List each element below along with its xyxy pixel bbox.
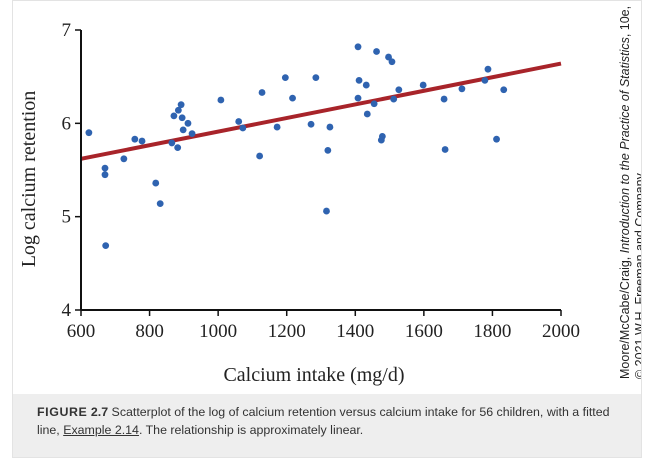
data-point: [493, 135, 500, 143]
data-point: [168, 139, 176, 147]
data-point: [281, 74, 289, 81]
scatterplot: 600 800 1000 1200 1400 1600 1800 2000 4 5 6 7 Calci…: [18, 2, 641, 386]
data-point: [170, 112, 178, 120]
y-axis-label: Log calcium retention: [18, 91, 40, 268]
x-tick-label: 1800: [473, 321, 511, 342]
example-link[interactable]: Example 2.14: [63, 423, 139, 437]
y-tick-label: 4: [62, 300, 72, 321]
data-point: [101, 171, 109, 179]
data-point: [102, 242, 110, 250]
data-point: [324, 147, 332, 154]
data-point: [373, 48, 380, 55]
data-point: [481, 77, 489, 84]
data-point: [217, 96, 225, 104]
data-point: [235, 118, 243, 125]
caption-text-end: . The relationship is approximately line…: [138, 423, 364, 437]
data-point: [390, 95, 398, 103]
x-tick-label: 1000: [199, 321, 237, 342]
data-point: [484, 65, 492, 73]
data-point: [178, 114, 186, 122]
data-point: [440, 95, 448, 103]
y-tick-label: 5: [62, 207, 72, 228]
figure-caption: FIGURE 2.7 Scatterplot of the log of cal…: [13, 394, 641, 457]
data-point: [363, 110, 371, 118]
data-point: [138, 137, 146, 145]
data-point: [354, 43, 362, 51]
data-point: [323, 207, 330, 215]
data-point: [307, 120, 315, 128]
copyright-credit: Moore/McCabe/Craig, Introduction to the …: [618, 2, 641, 379]
data-point: [258, 89, 266, 96]
caption-figure-label: FIGURE: [37, 405, 88, 419]
data-point: [289, 94, 296, 102]
data-point: [419, 81, 427, 89]
data-point: [388, 58, 396, 66]
data-point: [378, 133, 386, 140]
data-point: [174, 106, 182, 114]
data-point: [188, 130, 196, 138]
data-point: [239, 124, 247, 132]
x-tick-label: 1200: [268, 321, 306, 342]
x-tick-label: 2000: [542, 321, 580, 342]
x-axis-label: Calcium intake (mg/d): [223, 364, 404, 386]
plot-area: 600 800 1000 1200 1400 1600 1800 2000 4 5 6 7 Calci…: [13, 1, 641, 394]
data-point: [385, 53, 392, 61]
data-point: [355, 77, 363, 84]
data-point: [458, 85, 466, 93]
x-tick-label: 600: [67, 321, 96, 342]
data-point: [101, 164, 109, 172]
data-point: [370, 100, 378, 108]
data-point: [177, 101, 185, 109]
data-point: [179, 126, 187, 134]
data-point: [273, 123, 281, 131]
data-point: [354, 94, 362, 102]
x-tick-label: 800: [135, 321, 164, 342]
data-point: [395, 86, 403, 94]
data-point: [441, 146, 449, 153]
data-point: [156, 200, 164, 208]
data-point: [312, 74, 320, 81]
data-point: [152, 179, 160, 187]
y-tick-label: 7: [62, 20, 72, 41]
caption-figure-number: 2.7: [90, 405, 109, 419]
data-point: [120, 155, 128, 163]
caption-text: Scatterplot of the log of calcium retent…: [37, 405, 610, 437]
data-point: [174, 144, 182, 152]
data-point: [362, 81, 370, 89]
data-point: [256, 152, 264, 160]
data-point: [131, 135, 139, 143]
y-tick-label: 6: [62, 113, 72, 134]
data-point: [500, 86, 508, 94]
figure: 600 800 1000 1200 1400 1600 1800 2000 4 5 6 7 Calci…: [12, 0, 642, 458]
data-point: [85, 129, 93, 137]
x-tick-label: 1400: [336, 321, 374, 342]
x-tick-label: 1600: [405, 321, 443, 342]
data-point: [184, 119, 192, 127]
data-point: [326, 123, 334, 131]
fitted-line: [80, 61, 562, 161]
